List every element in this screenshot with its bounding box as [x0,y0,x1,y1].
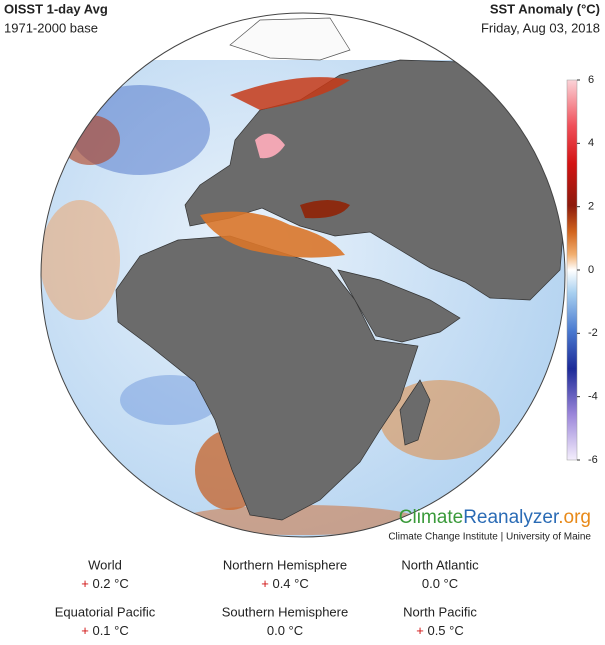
colorbar-tick-label: -6 [588,454,598,466]
value: 0.4 °C [272,576,308,591]
region-value: + 0.5 °C [416,623,464,638]
logo-part: Climate [399,507,463,528]
region-name: Northern Hemisphere [223,557,347,572]
colorbar-tick-label: 0 [588,264,594,276]
region-value: 0.0 °C [422,576,458,591]
colorbar-tick-label: -4 [588,391,598,403]
logo: ClimateReanalyzer.org [399,507,591,528]
sign: + [416,623,424,638]
colorbar-tick-label: 2 [588,201,594,213]
value: 0.2 °C [92,576,128,591]
map-subtitle: 1971-2000 base [4,20,98,35]
colorbar [566,79,578,461]
metric-title: SST Anomaly (°C) [490,1,600,16]
colorbar-tick-label: 4 [588,137,594,149]
region-name: World [88,557,122,572]
value: 0.1 °C [92,623,128,638]
logo-credit: Climate Change Institute | University of… [388,532,591,543]
region-value: + 0.1 °C [81,623,129,638]
value: 0.0 °C [422,576,458,591]
sign: + [81,623,89,638]
region-name: Southern Hemisphere [222,604,348,619]
colorbar-tick-label: 6 [588,74,594,86]
colorbar-tick-label: -2 [588,327,598,339]
logo-part: .org [558,507,591,528]
logo-part: Reanalyzer [463,507,560,528]
region-name: North Pacific [403,604,477,619]
sign: + [81,576,89,591]
map-title: OISST 1-day Avg [4,1,108,16]
sign: + [261,576,269,591]
value: 0.0 °C [267,623,303,638]
region-value: + 0.4 °C [261,576,309,591]
globe-map [40,12,566,538]
region-value: + 0.2 °C [81,576,129,591]
stats: World + 0.2 °C Northern Hemisphere + 0.4 °C… [55,557,479,638]
value: 0.5 °C [427,623,463,638]
date: Friday, Aug 03, 2018 [481,20,600,35]
region-value: 0.0 °C [267,623,303,638]
region-name: North Atlantic [401,557,479,572]
region-name: Equatorial Pacific [55,604,156,619]
